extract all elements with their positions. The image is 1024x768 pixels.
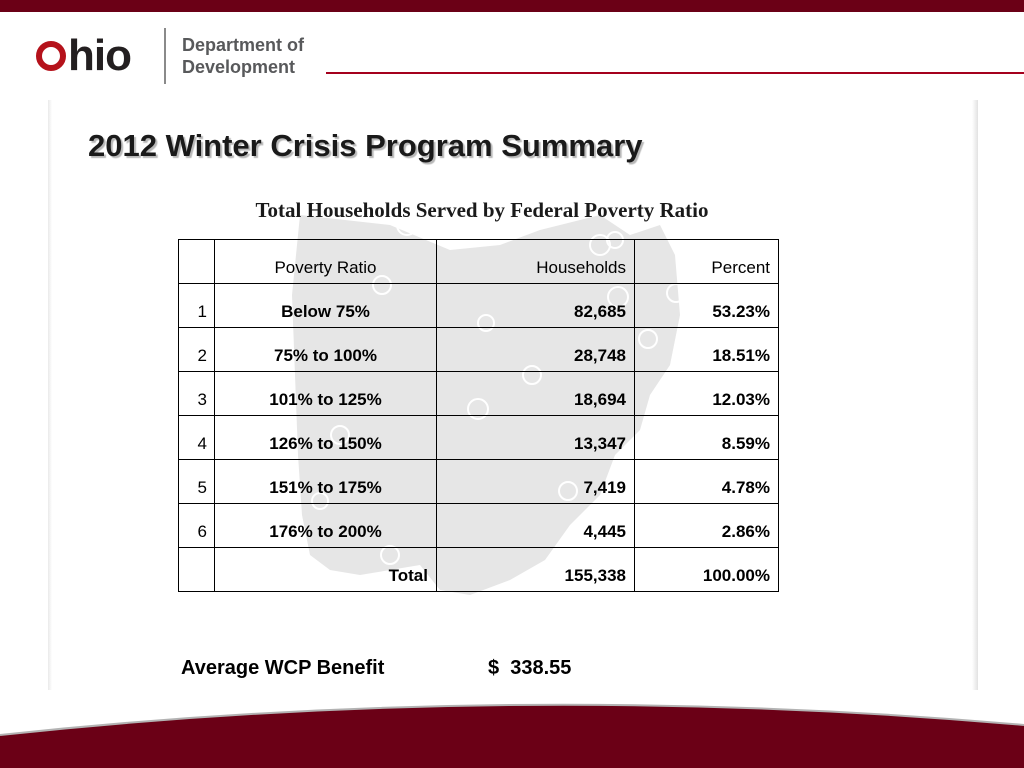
- department-line-1: Department of: [182, 35, 305, 55]
- bottom-band-edge: [0, 703, 1024, 736]
- city-marker: [396, 214, 418, 236]
- row-poverty-ratio: 101% to 125%: [214, 371, 437, 416]
- row-households: 7,419: [436, 459, 635, 504]
- top-brand-bar: [0, 0, 1024, 12]
- ohio-wordmark: hio: [36, 31, 132, 80]
- row-households: 82,685: [436, 283, 635, 328]
- row-index: 4: [178, 415, 215, 460]
- department-line-2: Development: [182, 57, 296, 77]
- row-percent: 12.03%: [634, 371, 779, 416]
- average-benefit-value: $ 338.55: [488, 657, 572, 679]
- row-percent: 4.78%: [634, 459, 779, 504]
- table-row: 1 Below 75% 82,685 53.23%: [178, 283, 779, 328]
- bottom-band-shape: [0, 704, 1024, 768]
- row-index: 5: [178, 459, 215, 504]
- table-header-row: Poverty Ratio Households Percent: [178, 239, 779, 284]
- table-row: 6 176% to 200% 4,445 2.86%: [178, 503, 779, 548]
- row-households: 4,445: [436, 503, 635, 548]
- row-poverty-ratio: 176% to 200%: [214, 503, 437, 548]
- row-percent: 18.51%: [634, 327, 779, 372]
- panel-shadow-right: [972, 100, 978, 690]
- row-percent: 2.86%: [634, 503, 779, 548]
- row-poverty-ratio: 126% to 150%: [214, 415, 437, 460]
- header-percent: Percent: [634, 239, 779, 284]
- table-row: 3 101% to 125% 18,694 12.03%: [178, 371, 779, 416]
- row-index: 6: [178, 503, 215, 548]
- department-name: Department of Development: [182, 34, 304, 78]
- table-row: 2 75% to 100% 28,748 18.51%: [178, 327, 779, 372]
- average-benefit-label: Average WCP Benefit: [181, 657, 385, 679]
- table-caption: Total Households Served by Federal Pover…: [255, 198, 709, 222]
- row-households: 28,748: [436, 327, 635, 372]
- total-index: [178, 547, 215, 592]
- header-index: [178, 239, 215, 284]
- total-percent: 100.00%: [634, 547, 779, 592]
- row-households: 13,347: [436, 415, 635, 460]
- table-total-row: Total 155,338 100.00%: [178, 547, 779, 592]
- row-index: 1: [178, 283, 215, 328]
- row-poverty-ratio: 75% to 100%: [214, 327, 437, 372]
- row-percent: 8.59%: [634, 415, 779, 460]
- table-row: 5 151% to 175% 7,419 4.78%: [178, 459, 779, 504]
- total-label: Total: [214, 547, 437, 592]
- row-index: 2: [178, 327, 215, 372]
- row-poverty-ratio: 151% to 175%: [214, 459, 437, 504]
- bottom-brand-band: [0, 703, 1024, 768]
- ohio-logo-icon: hio: [36, 30, 132, 82]
- header-households: Households: [436, 239, 635, 284]
- logo-divider: [164, 28, 166, 84]
- panel-shadow-left: [48, 100, 52, 690]
- table-row: 4 126% to 150% 13,347 8.59%: [178, 415, 779, 460]
- row-index: 3: [178, 371, 215, 416]
- ohio-o-circle-icon: [36, 41, 66, 71]
- ohio-wordmark-text: hio: [68, 31, 132, 80]
- poverty-ratio-table: Poverty Ratio Households Percent 1 Below…: [178, 239, 779, 592]
- row-households: 18,694: [436, 371, 635, 416]
- header-poverty-ratio: Poverty Ratio: [214, 239, 437, 284]
- page-title: 2012 Winter Crisis Program Summary: [88, 128, 643, 163]
- row-poverty-ratio: Below 75%: [214, 283, 437, 328]
- header-accent-line: [326, 72, 1024, 74]
- row-percent: 53.23%: [634, 283, 779, 328]
- total-households: 155,338: [436, 547, 635, 592]
